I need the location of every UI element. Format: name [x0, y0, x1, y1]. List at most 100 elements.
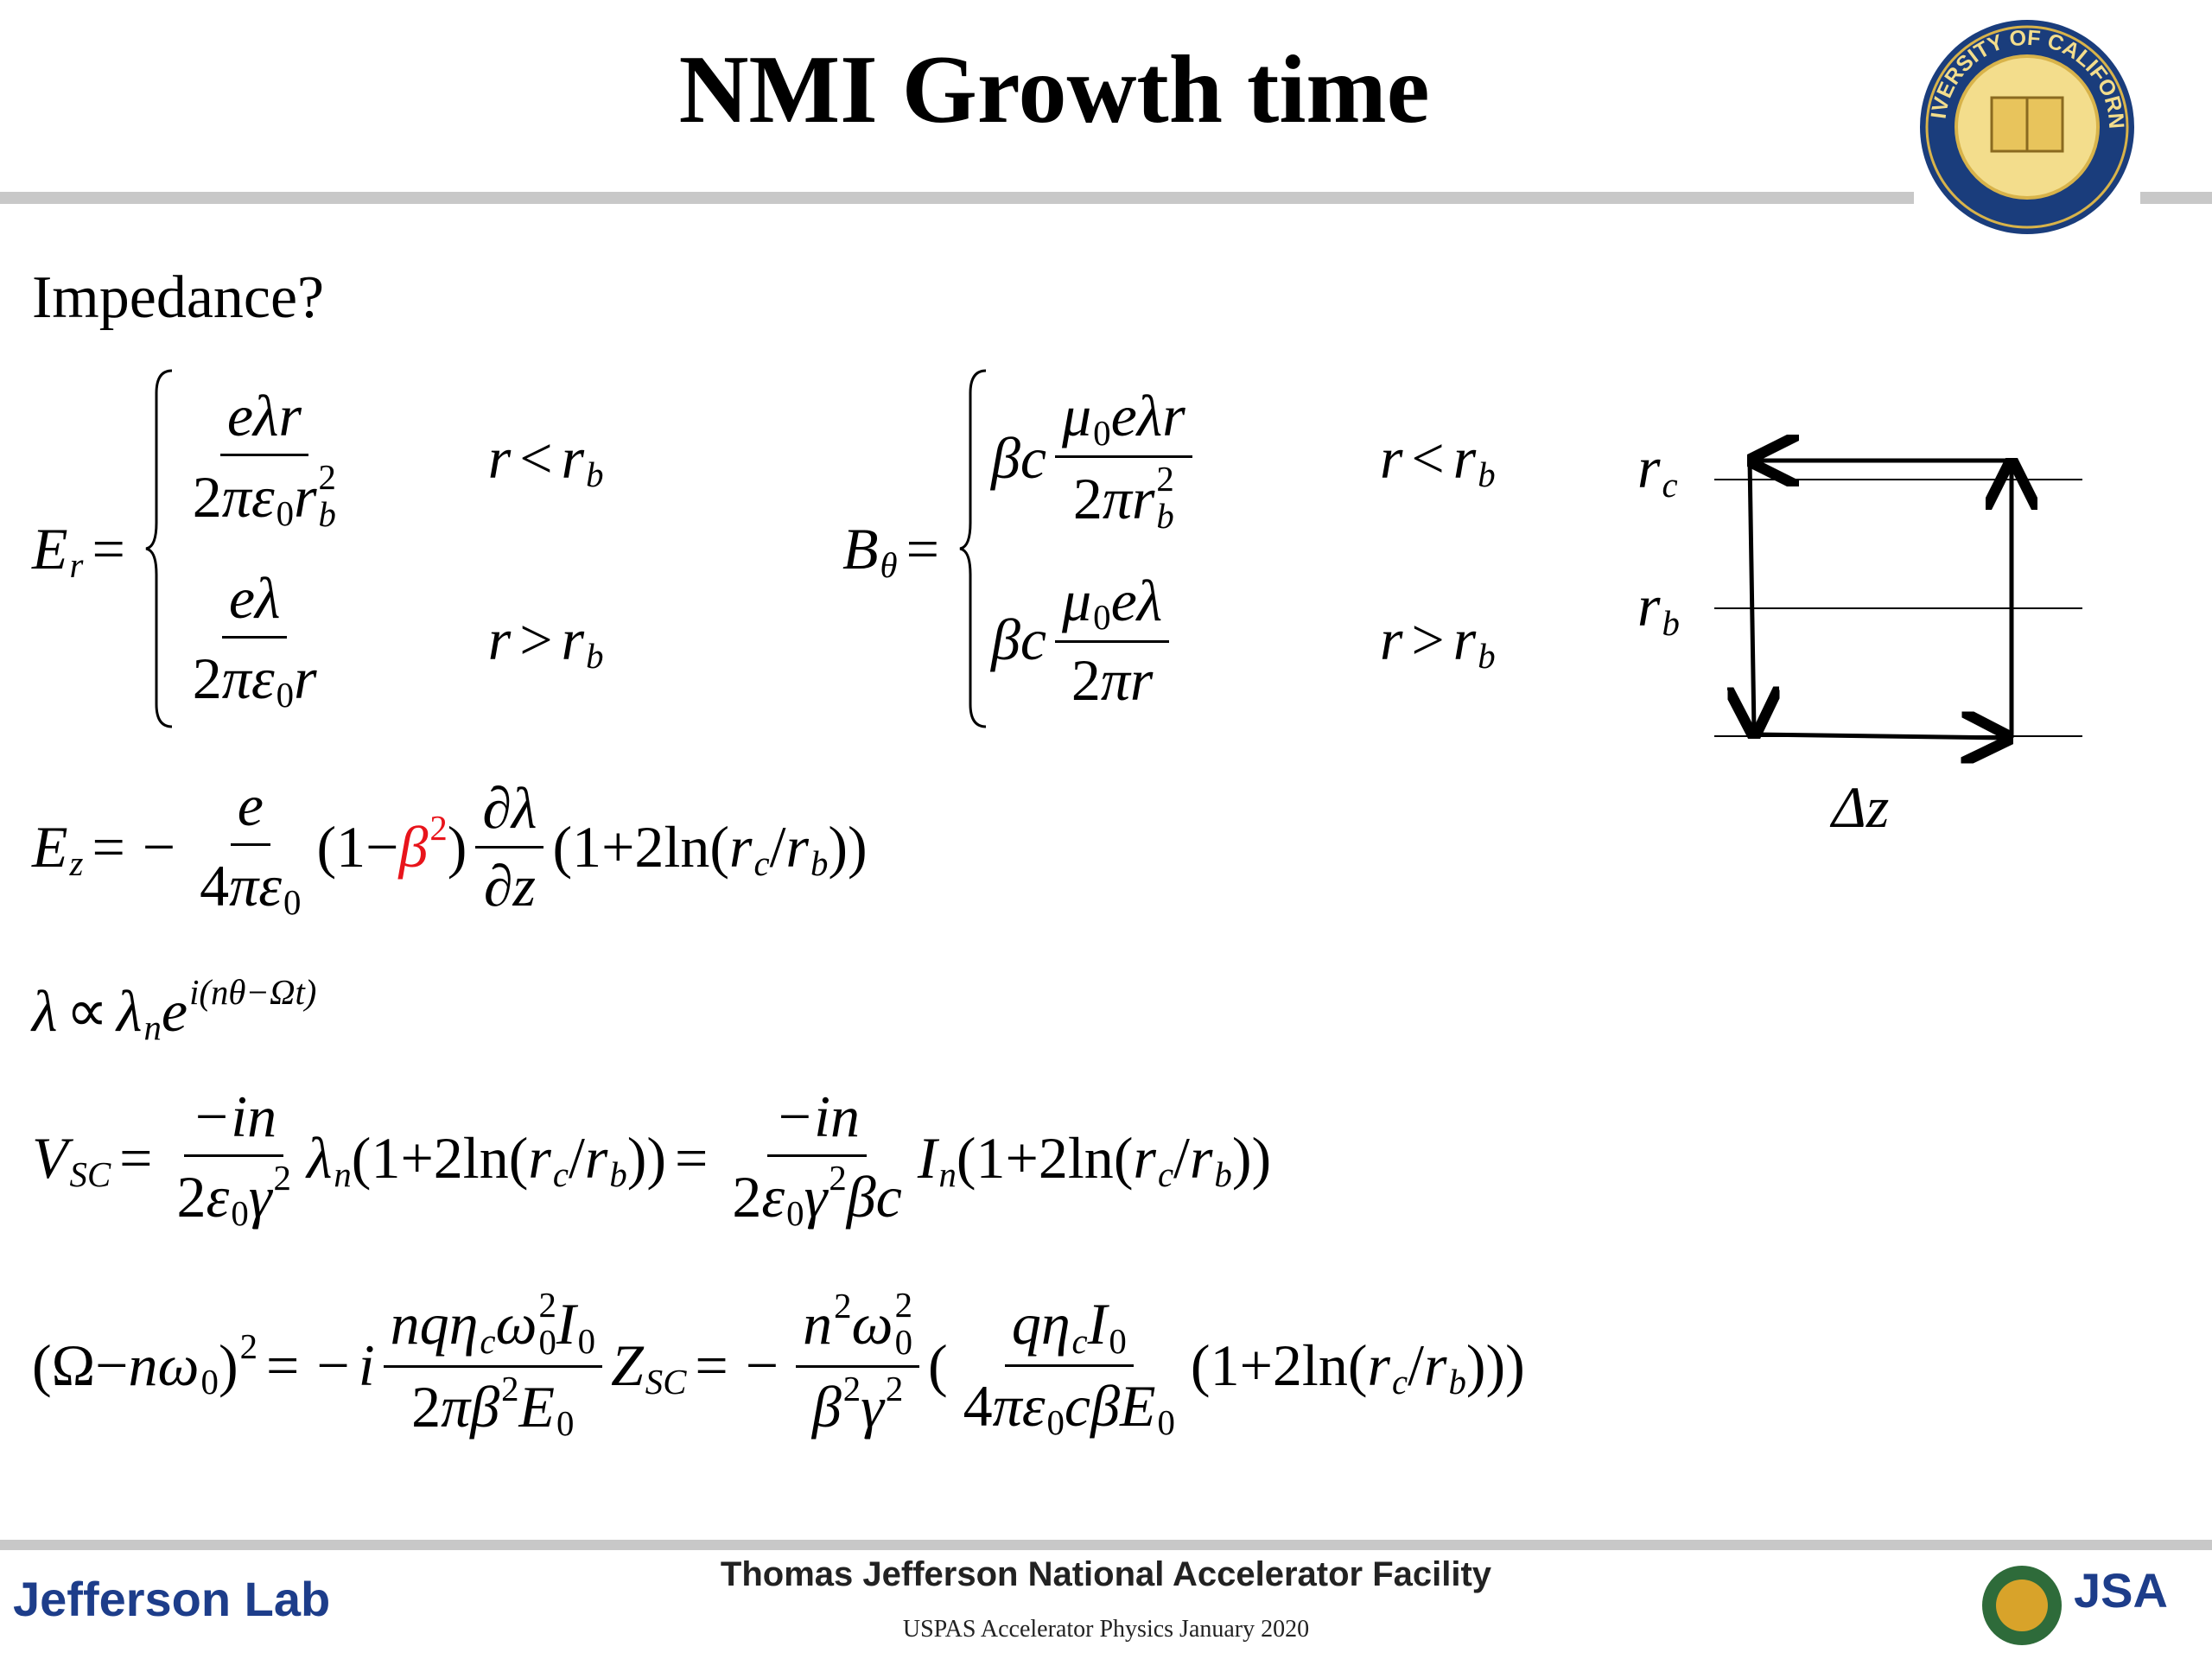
scripts: n	[143, 975, 161, 1047]
superscript: 2	[501, 1369, 519, 1408]
footer-rule	[0, 1540, 2212, 1550]
symbol-base: r	[1637, 435, 1661, 501]
math-token: r	[487, 424, 512, 491]
symbol-base: πε	[221, 463, 275, 530]
script-space	[143, 975, 161, 1010]
math-token: i	[358, 1332, 375, 1398]
subscript: 0	[1157, 1403, 1175, 1443]
logo-ring-inner	[1925, 25, 2129, 229]
scripts: 0	[556, 1371, 574, 1444]
scripts: r	[70, 512, 84, 585]
scripts: c	[1662, 432, 1677, 505]
superscript: 2	[829, 1159, 847, 1198]
script-space	[70, 512, 84, 548]
math-symbol: Z SC	[611, 1329, 686, 1402]
math-token: ln	[1067, 1124, 1114, 1191]
subscript: SC	[645, 1362, 687, 1402]
subscript: b	[1662, 603, 1680, 643]
symbol-base: ω	[157, 1332, 200, 1398]
subscript: 0	[283, 882, 302, 922]
math-token: 2	[1072, 465, 1103, 531]
scripts: 0	[1093, 564, 1110, 637]
subscript: 0	[786, 1193, 804, 1233]
script-space	[553, 1122, 569, 1157]
subscript: b	[1478, 636, 1496, 676]
scripts: b	[1662, 570, 1679, 643]
scripts: 2	[829, 1160, 846, 1233]
script-space	[753, 810, 769, 846]
script-space	[334, 1122, 351, 1157]
symbol-base: r	[1637, 573, 1661, 639]
case-expr: βc μ 0 eλ 2 πr	[991, 549, 1380, 730]
symbol-base: )	[218, 1332, 238, 1398]
math-token: eλ	[1110, 567, 1163, 633]
case-row: βc μ 0 eλ 2 πr r > r b	[991, 549, 1496, 730]
scripts: 2	[834, 1287, 851, 1361]
math-symbol: πε 0	[993, 1370, 1065, 1443]
math-token: ))	[828, 813, 868, 880]
scripts: b	[1448, 1329, 1465, 1402]
subscript: z	[69, 843, 84, 883]
math-token: =	[695, 1332, 728, 1398]
subscript: b	[318, 495, 336, 534]
math-symbol: V SC	[32, 1122, 111, 1194]
dz-label: Δz	[1832, 773, 1889, 842]
superscript: 2	[894, 1285, 912, 1325]
math-symbol: e i(nθ−Ωt)	[162, 973, 317, 1047]
denominator: 4 πε 0 cβ E 0	[957, 1367, 1182, 1443]
vsc-equation: V SC = −in 2 ε 0 γ 2 λ n (1+2 ln(r c / r b)) = −in 2 ε 0 γ 2 βc I…	[32, 1076, 1271, 1240]
math-token: ∝	[66, 977, 109, 1044]
math-token: =	[675, 1124, 709, 1191]
jsa-logo: JSA	[2074, 1563, 2168, 1618]
case-cond: r > r b	[1380, 549, 1496, 730]
math-token: =	[92, 813, 125, 880]
script-space	[834, 1325, 851, 1361]
fraction: ∂λ ∂z	[475, 774, 544, 920]
subscript: b	[1214, 1154, 1232, 1194]
symbol-base: ω	[851, 1291, 893, 1357]
fraction: e 4 πε 0	[193, 772, 308, 922]
math-token: −	[316, 1332, 350, 1398]
numerator: eλr	[219, 382, 308, 457]
math-token: cβ	[1064, 1372, 1120, 1439]
math-token: ))	[1465, 1332, 1506, 1398]
symbol-base: r	[561, 606, 585, 672]
script-space	[189, 1012, 316, 1047]
math-token: r	[1379, 606, 1403, 672]
subscript: b	[810, 843, 829, 883]
script-space	[939, 1122, 957, 1157]
math-token: >	[519, 606, 553, 672]
superscript: 2	[273, 1159, 291, 1198]
fraction: q η c I 0 4 πε 0 cβ E 0	[957, 1288, 1182, 1442]
subscript: r	[69, 545, 84, 585]
case-cond: r > r b	[488, 549, 604, 730]
script-space	[810, 810, 828, 846]
symbol-base: r	[561, 424, 585, 491]
math-token: /	[1173, 1124, 1190, 1191]
math-token: e	[237, 772, 264, 839]
scripts: SC	[645, 1329, 687, 1402]
math-token: (1+2	[1190, 1332, 1302, 1398]
subscript: b	[1448, 1362, 1466, 1402]
script-space	[1158, 1122, 1173, 1157]
scripts: b	[609, 1122, 626, 1194]
superscript: i(nθ−Ωt)	[189, 973, 317, 1013]
math-symbol: πβ 2	[441, 1369, 519, 1444]
scripts: c	[753, 810, 769, 883]
symbol-base: πr	[1102, 465, 1155, 531]
script-space	[283, 849, 301, 885]
math-token: ln	[1301, 1332, 1348, 1398]
